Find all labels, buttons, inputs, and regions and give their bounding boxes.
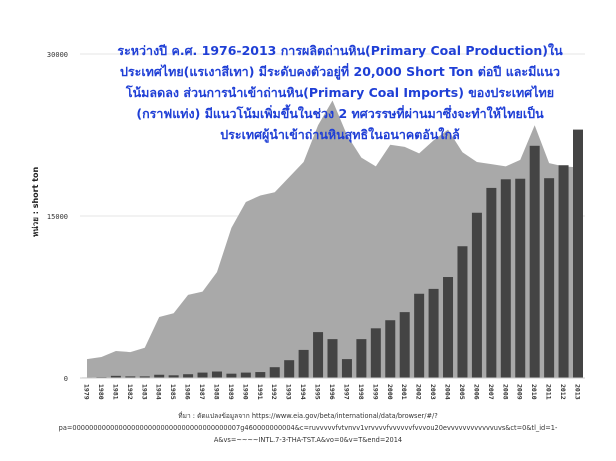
source-line-2: pa=0000000000000000000000000000000000000…	[58, 424, 558, 432]
import-bar	[226, 373, 237, 378]
x-tick-label: 1994	[299, 384, 307, 400]
import-bar	[399, 312, 410, 378]
x-tick-label: 1986	[184, 384, 192, 400]
y-tick-label: 0	[64, 375, 68, 383]
import-bar	[500, 179, 511, 378]
title-line-1: ระหว่างปี ค.ศ. 1976-2013 การผลิตถ่านหิน(…	[117, 43, 563, 58]
title-line-5: ประเทศผู้นำเข้าถ่านหินสุทธิในอนาคตอันใกล…	[220, 127, 460, 142]
import-bar	[544, 178, 555, 378]
x-tick-label: 1999	[371, 384, 379, 400]
import-bar	[110, 375, 121, 378]
y-tick-label: 30000	[47, 51, 68, 59]
x-tick-label: 1998	[357, 384, 365, 400]
x-tick-label: 2003	[429, 384, 437, 400]
x-tick-label: 2005	[458, 384, 466, 400]
source-line-1: ที่มา : ดัดแปลงข้อมูลจาก https://www.eia…	[178, 412, 438, 420]
import-bar	[385, 320, 396, 378]
import-bar	[443, 277, 454, 378]
import-bar	[168, 375, 179, 378]
import-bar	[211, 371, 222, 378]
title-line-3: โน้มลดลง ส่วนการนำเข้าถ่านหิน(Primary Co…	[125, 85, 555, 100]
y-tick-label: 15000	[47, 213, 68, 221]
x-tick-label: 2007	[487, 384, 495, 400]
import-bar	[457, 246, 468, 378]
x-tick-label: 2006	[472, 384, 480, 400]
import-bar	[327, 339, 338, 378]
x-tick-label: 1983	[140, 384, 148, 400]
import-bar	[183, 374, 194, 378]
x-tick-label: 1996	[328, 384, 336, 400]
x-tick-label: 1979	[83, 384, 91, 400]
source-note: ที่มา : ดัดแปลงข้อมูลจาก https://www.eia…	[0, 410, 616, 446]
x-tick-label: 2004	[444, 384, 452, 400]
x-tick-label: 2008	[501, 384, 509, 400]
x-tick-label: 2002	[415, 384, 423, 400]
x-tick-label: 1991	[256, 384, 264, 400]
import-bar	[486, 187, 497, 378]
x-tick-label: 2009	[516, 384, 524, 400]
y-axis-label: หน่วย : short ton	[31, 166, 40, 237]
import-bar	[139, 376, 150, 378]
import-bar	[125, 376, 136, 378]
source-line-3: A&vs=~~~~INTL.7-3-THA-TST.A&vo=0&v=T&end…	[213, 436, 403, 444]
x-tick-label: 1993	[285, 384, 293, 400]
title-line-4: (กราฟแท่ง) มีแนวโน้มเพิ่มขึ้นในช่วง 2 ทศ…	[136, 106, 544, 121]
x-tick-label: 2000	[386, 384, 394, 400]
x-tick-label: 1985	[169, 384, 177, 400]
import-bar	[197, 372, 208, 378]
import-bar	[428, 288, 439, 378]
import-bar	[154, 374, 165, 378]
x-tick-label: 2011	[545, 384, 553, 400]
y-axis-ticks: 0 15000 30000	[47, 51, 68, 383]
title-line-2: ประเทศไทย(แรเงาสีเทา) มีระดับคงตัวอยู่ที…	[120, 64, 560, 79]
x-axis-ticks: 1979 1980 1981 1982 1983 1984 1985 1986 1987 1988…	[83, 384, 582, 400]
x-tick-label: 1987	[198, 384, 206, 400]
chart-title: ระหว่างปี ค.ศ. 1976-2013 การผลิตถ่านหิน(…	[110, 40, 570, 145]
import-bar	[298, 349, 309, 378]
x-tick-label: 2013	[574, 384, 582, 400]
import-bar	[255, 372, 266, 378]
x-tick-label: 2012	[559, 384, 567, 400]
x-tick-label: 1981	[111, 384, 119, 400]
import-bar	[515, 178, 526, 378]
x-tick-label: 1990	[241, 384, 249, 400]
import-bar	[240, 372, 251, 378]
x-tick-label: 2010	[530, 384, 538, 400]
x-tick-label: 2001	[400, 384, 408, 400]
import-bar	[284, 360, 295, 378]
x-tick-label: 1982	[126, 384, 134, 400]
import-bar	[356, 339, 367, 378]
production-area	[87, 100, 578, 378]
import-bar	[471, 212, 482, 378]
x-tick-label: 1989	[227, 384, 235, 400]
import-bar	[573, 129, 583, 378]
import-bar	[414, 293, 425, 378]
import-bar	[269, 367, 280, 378]
import-bar	[370, 328, 381, 378]
import-bar	[558, 165, 569, 378]
imports-bars	[82, 129, 583, 378]
x-tick-label: 1980	[97, 384, 105, 400]
x-tick-label: 1992	[270, 384, 278, 400]
x-tick-label: 1995	[314, 384, 322, 400]
import-bar	[341, 359, 352, 378]
x-tick-label: 1988	[212, 384, 220, 400]
import-bar	[529, 145, 540, 378]
x-tick-label: 1984	[155, 384, 163, 400]
x-tick-label: 1997	[342, 384, 350, 400]
import-bar	[313, 332, 324, 378]
